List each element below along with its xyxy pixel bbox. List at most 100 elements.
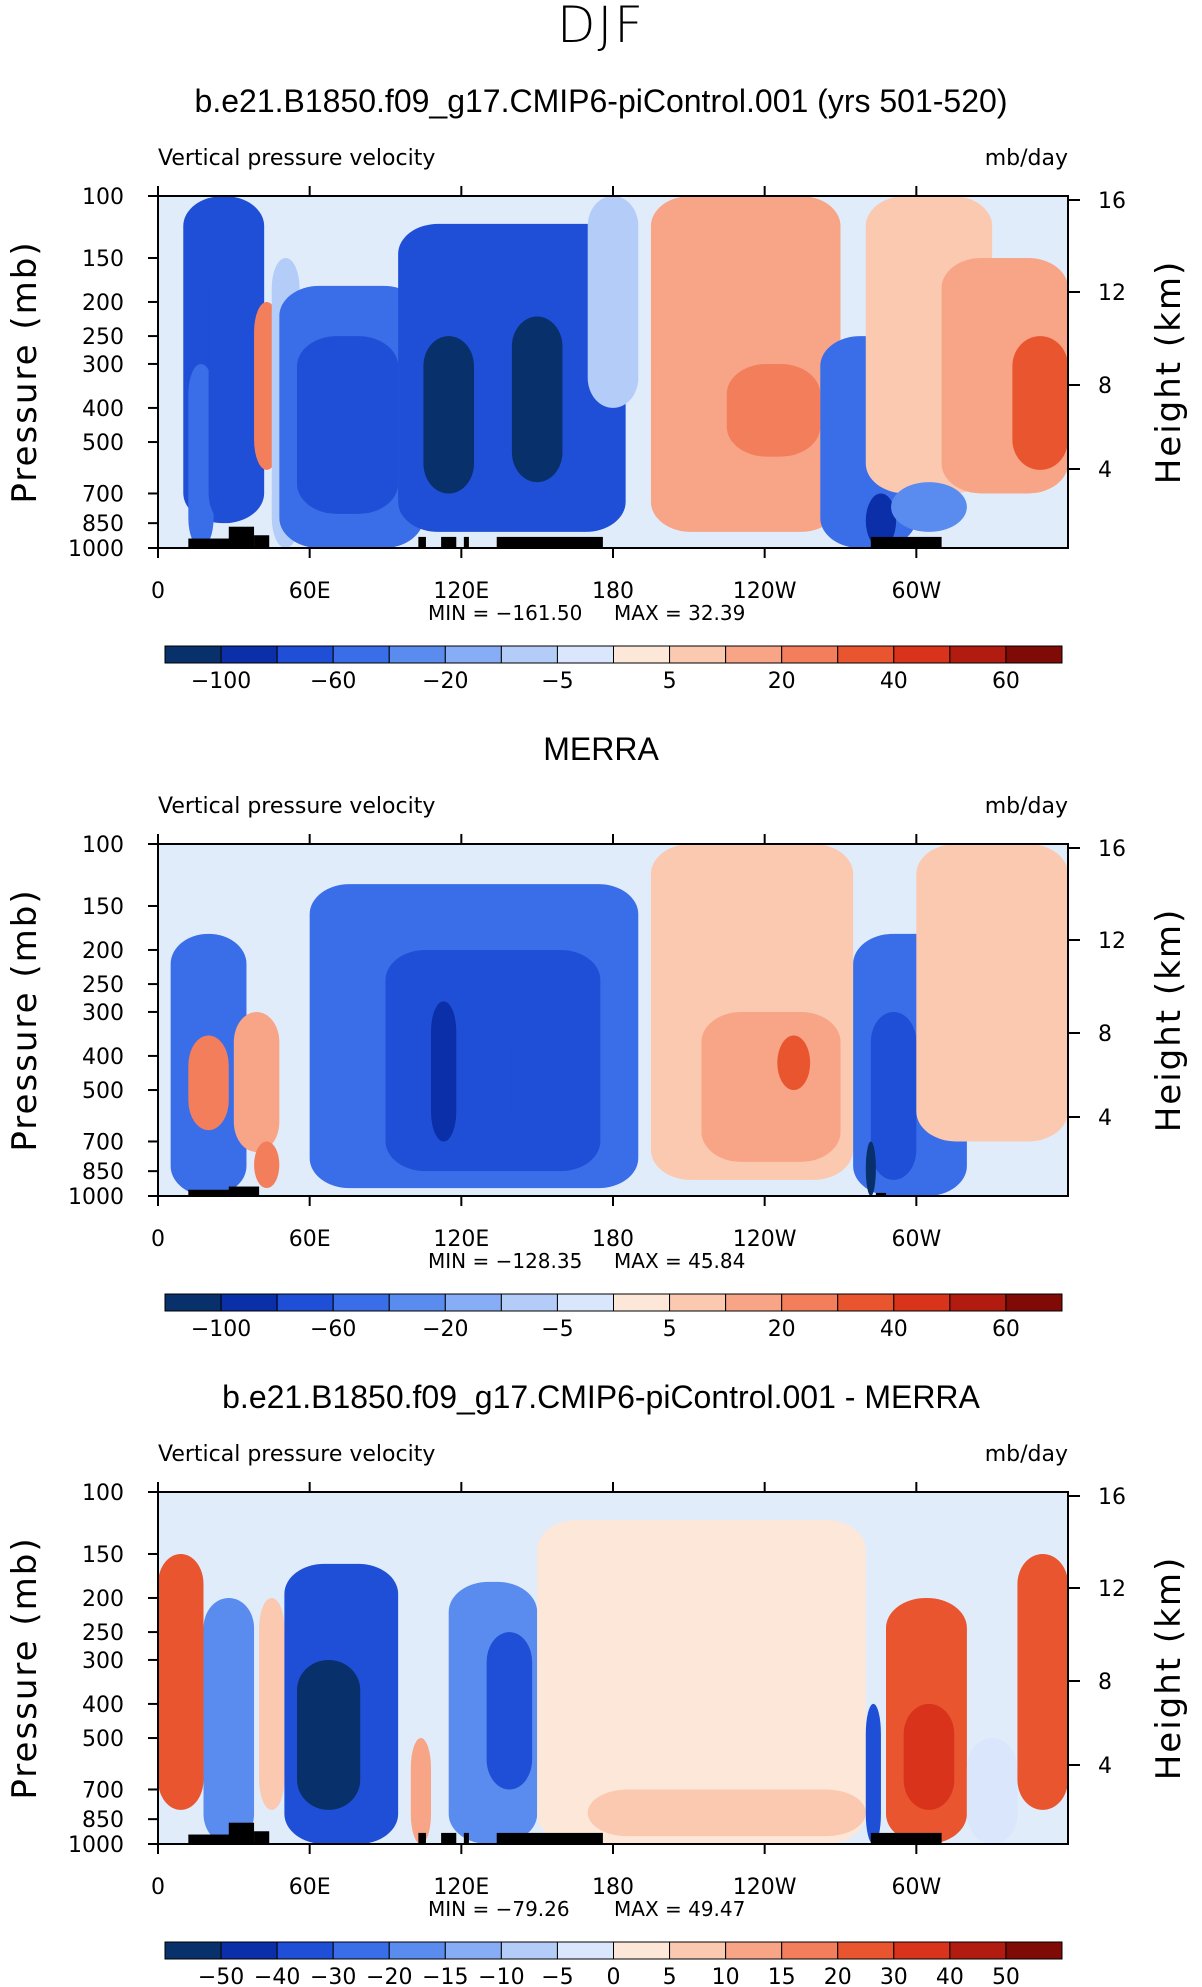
colorbar-box xyxy=(220,645,278,664)
y-tick-label: 1000 xyxy=(68,1185,124,1210)
y-right-tick-label: 12 xyxy=(1098,281,1126,306)
topography-mask xyxy=(441,536,457,548)
field-region xyxy=(259,1597,285,1810)
colorbar-label: −10 xyxy=(478,1965,524,1987)
x-tick-label: 120E xyxy=(433,1227,489,1252)
colorbar-box xyxy=(837,1941,895,1960)
colorbar-box xyxy=(220,1941,278,1960)
y-right-tick-label: 16 xyxy=(1098,837,1126,862)
field-region xyxy=(423,336,474,494)
y-tick-label: 500 xyxy=(82,1727,124,1752)
x-tick-label: 180 xyxy=(592,1875,634,1900)
field-region xyxy=(233,1011,280,1153)
field-region xyxy=(1017,1553,1068,1810)
colorbar-box xyxy=(444,1941,502,1960)
x-tick-label: 0 xyxy=(151,1227,165,1252)
y-right-tick-label: 8 xyxy=(1098,1022,1112,1047)
field-region xyxy=(297,336,399,514)
field-region xyxy=(865,1141,876,1196)
field-region xyxy=(537,1519,866,1844)
panel-title: MERRA xyxy=(543,731,659,767)
field-region xyxy=(203,1597,255,1844)
colorbar-label: 60 xyxy=(992,669,1020,694)
colorbar-label: 15 xyxy=(768,1965,796,1987)
y-tick-label: 1000 xyxy=(68,537,124,562)
field-region xyxy=(587,1789,866,1837)
field-region xyxy=(726,363,821,457)
colorbar-label: −20 xyxy=(422,1317,468,1342)
y-right-axis-label: Height (km) xyxy=(1149,260,1189,485)
colorbar-box xyxy=(893,1293,951,1312)
colorbar-box xyxy=(276,1293,334,1312)
colorbar-box xyxy=(388,645,446,664)
y-right-axis-label: Height (km) xyxy=(1149,908,1189,1133)
x-tick-label: 60E xyxy=(289,579,331,604)
colorbar-label: 40 xyxy=(880,1317,908,1342)
panels: b.e21.B1850.f09_g17.CMIP6-piControl.001 … xyxy=(5,83,1189,1987)
colorbar-box xyxy=(1005,645,1063,664)
colorbar-box xyxy=(669,645,727,664)
y-right-tick-label: 4 xyxy=(1098,1106,1112,1131)
field-region xyxy=(916,844,1068,1142)
colorbar-label: 60 xyxy=(992,1317,1020,1342)
y-tick-label: 300 xyxy=(82,1001,124,1026)
colorbar-label: −50 xyxy=(198,1965,244,1987)
colorbar-box xyxy=(725,1293,783,1312)
y-tick-label: 250 xyxy=(82,325,124,350)
y-tick-label: 100 xyxy=(82,833,124,858)
max-label: MAX = 49.47 xyxy=(614,1897,745,1921)
field-region xyxy=(254,1141,280,1189)
panel-title: b.e21.B1850.f09_g17.CMIP6-piControl.001 … xyxy=(195,83,1008,119)
y-right-tick-label: 16 xyxy=(1098,189,1126,214)
y-tick-label: 250 xyxy=(82,1621,124,1646)
y-axis-label: Pressure (mb) xyxy=(5,888,45,1151)
topography-mask xyxy=(188,538,244,548)
figure-title: DJF xyxy=(557,0,645,54)
colorbar-box xyxy=(388,1941,446,1960)
colorbar-label: 5 xyxy=(663,1317,677,1342)
min-label: MIN = −161.50 xyxy=(428,601,582,625)
topography-mask xyxy=(496,536,603,548)
colorbar-box xyxy=(781,1941,839,1960)
y-tick-label: 300 xyxy=(82,1649,124,1674)
colorbar-box xyxy=(332,1941,390,1960)
topography-mask xyxy=(254,535,270,548)
colorbar-label: −20 xyxy=(422,669,468,694)
colorbar-label: −100 xyxy=(191,1317,251,1342)
x-tick-label: 0 xyxy=(151,1875,165,1900)
field-region xyxy=(777,1035,811,1091)
topography-mask xyxy=(870,1832,942,1844)
topography-mask xyxy=(441,1832,457,1844)
colorbar-box xyxy=(837,1293,895,1312)
colorbar-box xyxy=(781,1293,839,1312)
max-label: MAX = 45.84 xyxy=(614,1249,745,1273)
y-axis-label: Pressure (mb) xyxy=(5,240,45,503)
x-tick-label: 60W xyxy=(891,1875,941,1900)
y-tick-label: 200 xyxy=(82,939,124,964)
y-right-tick-label: 12 xyxy=(1098,929,1126,954)
field-layer xyxy=(158,1519,1068,1844)
x-tick-label: 180 xyxy=(592,1227,634,1252)
colorbar-box xyxy=(613,645,671,664)
min-label: MIN = −79.26 xyxy=(428,1897,570,1921)
y-tick-label: 850 xyxy=(82,512,124,537)
x-tick-label: 60E xyxy=(289,1875,331,1900)
topography-mask xyxy=(254,1831,270,1844)
colorbar-box xyxy=(949,645,1007,664)
colorbar-box xyxy=(893,1941,951,1960)
colorbar-box xyxy=(613,1293,671,1312)
field-region xyxy=(587,196,639,408)
colorbar-box xyxy=(669,1941,727,1960)
x-tick-label: 180 xyxy=(592,579,634,604)
y-tick-label: 150 xyxy=(82,1543,124,1568)
field-layer xyxy=(183,196,1068,548)
min-label: MIN = −128.35 xyxy=(428,1249,582,1273)
right-string: mb/day xyxy=(985,1442,1068,1467)
y-tick-label: 700 xyxy=(82,482,124,507)
colorbar-box xyxy=(1005,1293,1063,1312)
colorbar-box xyxy=(500,645,558,664)
colorbar-label: 20 xyxy=(768,1317,796,1342)
colorbar-label: −20 xyxy=(366,1965,412,1987)
colorbar-box xyxy=(500,1941,558,1960)
field-region xyxy=(410,1738,431,1844)
